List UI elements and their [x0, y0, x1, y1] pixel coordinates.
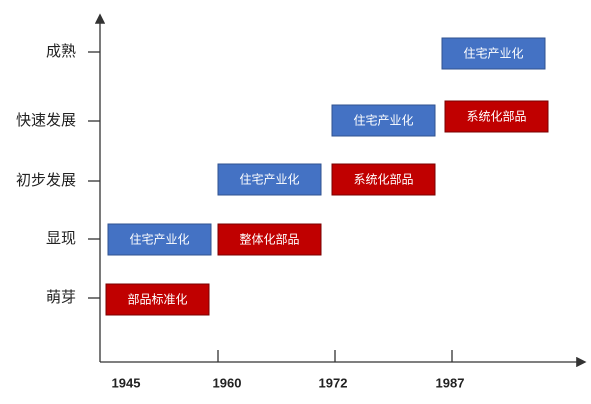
year-label: 1972: [319, 375, 348, 390]
stage-label: 成熟: [46, 42, 76, 60]
year-label: 1945: [112, 375, 141, 390]
box: [107, 223, 212, 256]
box: [105, 283, 210, 316]
stage-label: 萌芽: [46, 288, 76, 306]
box-label: 系统化部品: [466, 109, 526, 124]
box: [441, 37, 546, 70]
stage-label: 快速发展: [16, 111, 76, 129]
box: [217, 223, 322, 256]
box: [331, 104, 436, 137]
box-label: 整体化部品: [239, 232, 299, 247]
box-label: 部品标准化: [127, 292, 187, 307]
box-label: 住宅产业化: [129, 232, 189, 247]
stage-label: 显现: [46, 229, 76, 247]
box: [331, 163, 436, 196]
box-label: 住宅产业化: [463, 46, 523, 61]
stage-label: 初步发展: [16, 171, 76, 189]
box: [444, 100, 549, 133]
box-label: 系统化部品: [353, 172, 413, 187]
year-label: 1960: [213, 375, 242, 390]
box: [217, 163, 322, 196]
box-label: 住宅产业化: [353, 113, 413, 128]
year-label: 1987: [436, 375, 465, 390]
box-label: 住宅产业化: [239, 172, 299, 187]
